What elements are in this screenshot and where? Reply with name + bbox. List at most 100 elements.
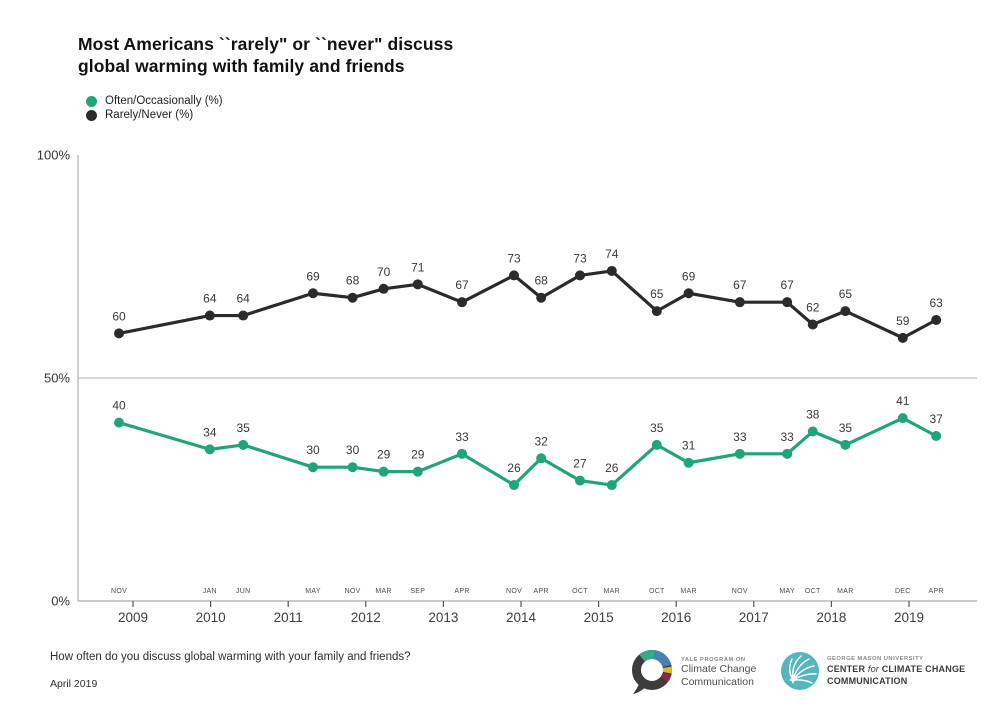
ypccc-name-line2: Communication (681, 675, 754, 688)
series-line (118, 416, 937, 487)
legend-label-rarely: Rarely/Never (%) (105, 109, 194, 121)
month-label: APR (454, 588, 469, 595)
year-label: 2017 (739, 610, 769, 625)
data-point-label: 33 (455, 430, 469, 444)
data-point-label: 73 (573, 251, 587, 265)
data-point (308, 288, 319, 299)
y-tick-label: 0% (51, 594, 70, 609)
month-label: SEP (410, 588, 425, 595)
data-point (734, 297, 745, 308)
data-point-label: 41 (896, 394, 910, 408)
data-point (683, 457, 694, 468)
survey-date-text: April 2019 (50, 678, 98, 690)
data-point-label: 35 (237, 421, 251, 435)
data-point-label: 30 (306, 443, 320, 457)
data-point-label: 60 (112, 309, 126, 323)
month-label: APR (534, 588, 549, 595)
year-label: 2018 (816, 610, 846, 625)
data-point (412, 466, 423, 477)
data-point-label: 67 (733, 278, 747, 292)
data-point (238, 439, 249, 450)
year-label: 2016 (661, 610, 691, 625)
data-point-label: 68 (534, 274, 548, 288)
data-point (509, 270, 520, 281)
data-point (931, 430, 942, 441)
data-point-label: 71 (411, 260, 425, 274)
data-point-label: 37 (929, 412, 943, 426)
month-label: MAR (837, 588, 853, 595)
month-label: MAR (604, 588, 620, 595)
month-label: OCT (805, 588, 821, 595)
data-point (457, 448, 468, 459)
data-point (683, 288, 694, 299)
y-tick-label: 100% (37, 148, 71, 163)
ypccc-speech-bubble-icon (632, 650, 672, 694)
data-point-label: 67 (455, 278, 469, 292)
month-label: NOV (732, 588, 748, 595)
month-label: MAR (375, 588, 391, 595)
data-point-label: 35 (650, 421, 664, 435)
data-point (509, 480, 520, 491)
data-point (807, 426, 818, 437)
data-point (204, 444, 215, 455)
gmu-starburst-icon (781, 652, 819, 690)
data-point-label: 33 (780, 430, 794, 444)
month-label: OCT (649, 588, 665, 595)
data-point-label: 65 (650, 287, 664, 301)
month-label: MAY (305, 588, 321, 595)
data-point-label: 70 (377, 265, 391, 279)
data-point (574, 270, 585, 281)
data-point (308, 462, 319, 473)
data-point-label: 32 (534, 434, 548, 448)
yale-ypccc-logo: YALE PROGRAM ON Climate Change Communica… (630, 649, 756, 696)
data-point-label: 65 (839, 287, 853, 301)
data-point-label: 59 (896, 314, 910, 328)
month-label: NOV (506, 588, 522, 595)
data-point (606, 265, 617, 276)
y-tick-label: 50% (44, 371, 70, 386)
data-point (238, 310, 249, 321)
data-point (457, 297, 468, 308)
data-point-label: 27 (573, 457, 587, 471)
data-point-label: 35 (839, 421, 853, 435)
chart-title-line2: global warming with family and friends (78, 56, 405, 76)
month-label: JAN (203, 588, 217, 595)
data-point (114, 328, 125, 339)
year-label: 2019 (894, 610, 924, 625)
survey-question-text: How often do you discuss global warming … (50, 651, 411, 663)
year-label: 2015 (584, 610, 614, 625)
data-point-label: 38 (806, 408, 820, 422)
legend-item-rarely: Rarely/Never (%) (86, 108, 223, 122)
chart-title: Most Americans ``rarely" or ``never" dis… (78, 33, 453, 77)
data-point (840, 306, 851, 317)
ypccc-logo-text: YALE PROGRAM ON Climate Change Communica… (681, 657, 756, 688)
data-point-label: 29 (411, 448, 425, 462)
data-point (204, 310, 215, 321)
data-point-label: 33 (733, 430, 747, 444)
data-point-label: 34 (203, 425, 217, 439)
year-label: 2010 (196, 610, 226, 625)
data-point-label: 29 (377, 448, 391, 462)
month-label: MAR (680, 588, 696, 595)
legend-label-often: Often/Occasionally (%) (105, 95, 223, 107)
data-point (536, 292, 547, 303)
year-label: 2012 (351, 610, 381, 625)
data-point-label: 31 (682, 439, 696, 453)
data-point (651, 306, 662, 317)
data-point (536, 453, 547, 464)
year-label: 2011 (274, 610, 303, 625)
legend-item-often: Often/Occasionally (%) (86, 94, 223, 108)
year-label: 2014 (506, 610, 537, 625)
data-point (807, 319, 818, 330)
data-point (606, 480, 617, 491)
data-point (931, 315, 942, 326)
month-label: NOV (345, 588, 361, 595)
data-point (734, 448, 745, 459)
month-label: MAY (779, 588, 795, 595)
data-point-label: 69 (682, 269, 696, 283)
data-point (574, 475, 585, 486)
data-point-label: 40 (112, 399, 126, 413)
legend-dot-green-icon (86, 95, 97, 107)
month-label: JUN (236, 588, 251, 595)
